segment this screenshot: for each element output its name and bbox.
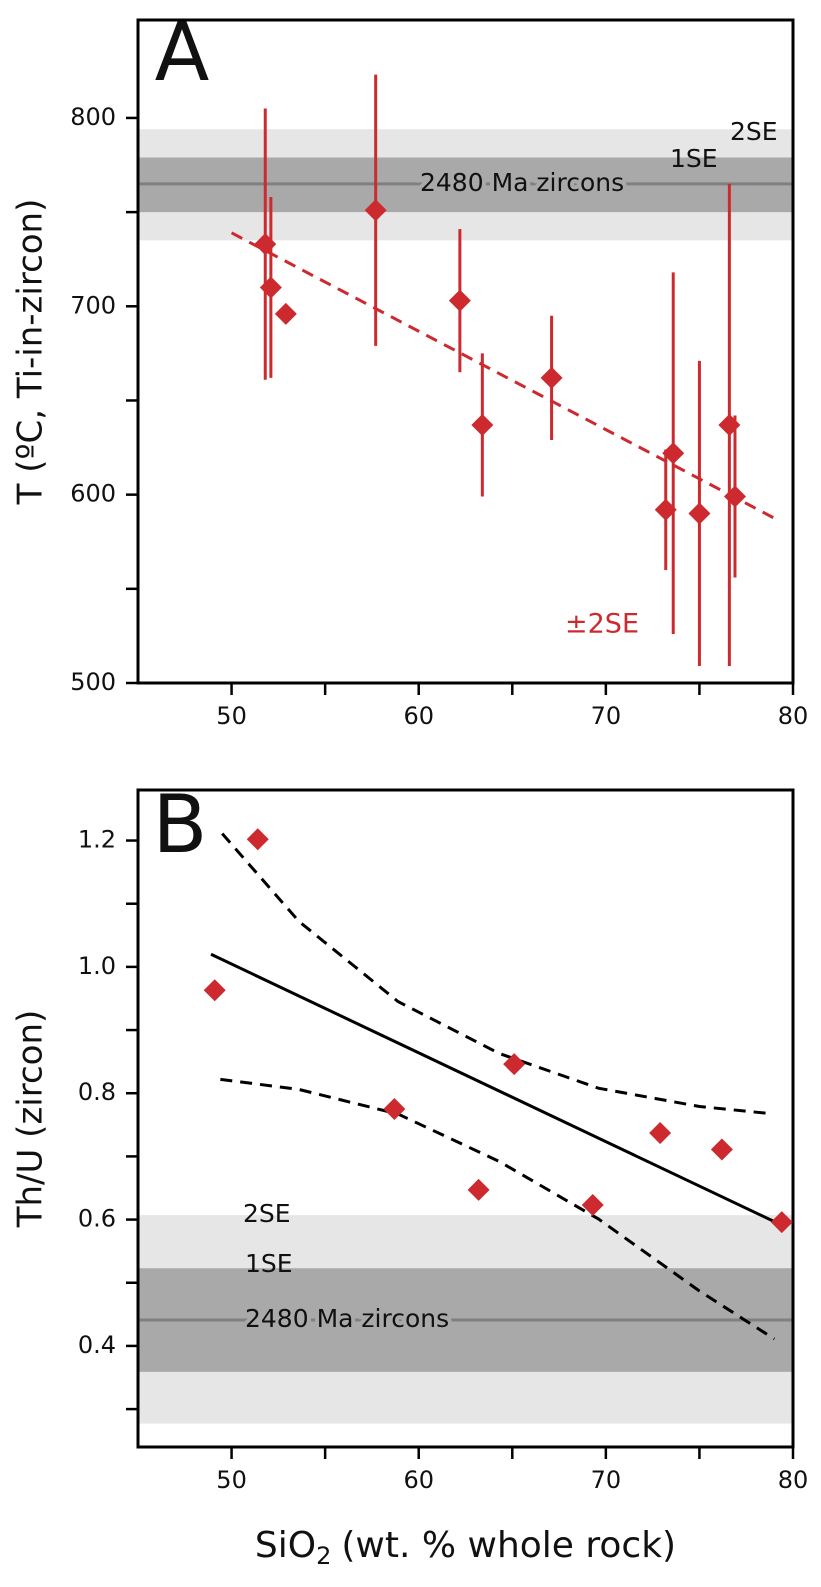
data-point	[662, 442, 685, 465]
data-point	[770, 1211, 793, 1234]
y-tick-label: 0.4	[78, 1331, 116, 1359]
data-point	[246, 828, 269, 851]
plot-frame	[136, 18, 795, 685]
x-tick-label: 70	[591, 1466, 622, 1494]
x-tick-label: 50	[216, 1466, 247, 1494]
x-axis-label-rest: (wt. % whole rock)	[341, 1525, 676, 1566]
reference-label: 2480 Ma zircons	[245, 1304, 449, 1333]
data-point	[259, 276, 282, 299]
y-axis-label: Th/U (zircon)	[11, 1010, 51, 1229]
data-point	[448, 289, 471, 312]
data-point	[654, 498, 677, 521]
y-tick-label: 800	[70, 103, 116, 131]
y-axis-label: T (ºC, Ti-in-zircon)	[11, 199, 51, 506]
y-tick-label: 700	[70, 291, 116, 319]
data-point	[364, 199, 387, 222]
y-tick-label: 1.0	[78, 952, 116, 980]
y-tick-label: 0.6	[78, 1205, 116, 1233]
data-point	[649, 1122, 672, 1145]
y-tick-label: 600	[70, 480, 116, 508]
x-axis-label-sub: 2	[316, 1542, 331, 1570]
data-point	[710, 1138, 733, 1161]
data-point	[540, 366, 563, 389]
panel-letter: B	[153, 778, 208, 871]
reference-label: 2480 Ma zircons	[420, 168, 624, 197]
band-label: 1SE	[670, 144, 718, 173]
error-label: ±2SE	[565, 609, 639, 640]
band-label: 1SE	[245, 1249, 293, 1278]
x-axis-label: SiO2 (wt. % whole rock)	[255, 1525, 676, 1570]
data-point	[581, 1194, 604, 1217]
y-tick-label: 0.8	[78, 1078, 116, 1106]
y-tick-label: 1.2	[78, 826, 116, 854]
y-tick-label: 500	[70, 668, 116, 696]
data-point	[274, 302, 297, 325]
panel-letter: A	[155, 6, 210, 99]
fit-line	[230, 231, 777, 521]
data-point	[723, 485, 746, 508]
plot-frame	[136, 788, 795, 1449]
x-tick-label: 60	[403, 1466, 434, 1494]
data-point	[718, 413, 741, 436]
band-label: 2SE	[730, 117, 778, 146]
data-point	[503, 1053, 526, 1076]
x-tick-label: 80	[778, 702, 809, 730]
data-point	[688, 502, 711, 525]
band-label: 2SE	[243, 1199, 291, 1228]
data-point	[383, 1098, 406, 1121]
x-tick-label: 50	[216, 702, 247, 730]
x-axis-label-text: SiO	[255, 1525, 316, 1566]
x-tick-label: 80	[778, 1466, 809, 1494]
fit-line	[221, 832, 769, 1115]
data-point	[471, 413, 494, 436]
x-tick-label: 70	[591, 702, 622, 730]
fit-line	[210, 952, 779, 1225]
fit-line	[220, 1077, 776, 1341]
data-point	[467, 1178, 490, 1201]
data-point	[203, 979, 226, 1002]
data-point	[254, 233, 277, 256]
x-tick-label: 60	[403, 702, 434, 730]
